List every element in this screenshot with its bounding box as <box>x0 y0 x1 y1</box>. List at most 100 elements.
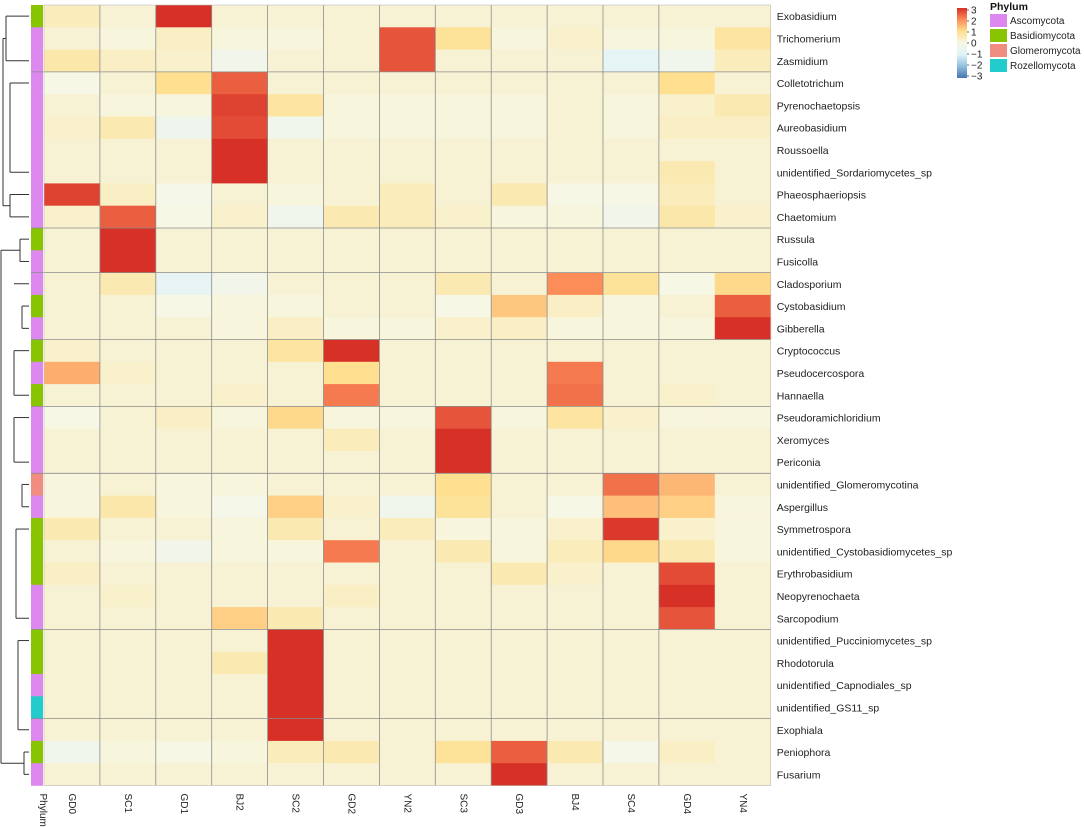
phylum-cell-ascomycota <box>31 451 43 474</box>
heatmap-cell <box>379 361 436 385</box>
phylum-annotation-label: Phylum <box>37 794 48 827</box>
row-label: Fusicolla <box>777 256 819 268</box>
heatmap-cell <box>603 49 660 73</box>
heatmap-cell <box>658 272 716 296</box>
heatmap-cell <box>603 272 660 296</box>
heatmap-cell <box>603 361 660 385</box>
heatmap-cell <box>267 384 324 407</box>
heatmap-cell <box>211 317 268 340</box>
color-scale-tick-label: −3 <box>971 72 983 83</box>
heatmap-cell <box>435 696 492 719</box>
heatmap-cell <box>491 205 548 229</box>
heatmap-cell <box>379 451 436 474</box>
phylum-cell-basidiomycota <box>31 384 43 407</box>
column-label: GD4 <box>681 794 692 815</box>
heatmap-cell <box>211 674 268 697</box>
column-label: GD2 <box>345 794 356 815</box>
heatmap-cell <box>603 94 660 117</box>
heatmap-cell <box>99 428 157 452</box>
heatmap-cell <box>211 49 268 73</box>
phylum-annotation-bar: Phylum <box>31 5 48 827</box>
row-dendrogram <box>0 15 29 775</box>
heatmap-cell <box>44 406 101 430</box>
heatmap-cell <box>44 540 101 563</box>
heatmap-cell <box>44 451 101 474</box>
row-label: Aspergillus <box>777 502 828 514</box>
heatmap-cell <box>658 138 716 162</box>
heatmap-cell <box>714 473 772 496</box>
heatmap-cell <box>658 27 716 50</box>
heatmap-cell <box>547 696 604 719</box>
phylum-cell-basidiomycota <box>31 5 43 28</box>
heatmap-cell <box>435 27 492 50</box>
heatmap-cell <box>155 629 213 653</box>
column-label: GD3 <box>513 794 524 815</box>
heatmap-cell <box>547 183 604 207</box>
heatmap-cell <box>379 651 436 675</box>
heatmap-cell <box>491 406 548 430</box>
row-label: Pseudoramichloridium <box>777 413 881 425</box>
heatmap-cell <box>547 116 604 140</box>
heatmap-cell <box>547 27 604 50</box>
phylum-cell-basidiomycota <box>31 517 43 541</box>
heatmap-cell <box>99 339 157 363</box>
heatmap-cell <box>211 5 268 28</box>
column-label: BJ4 <box>569 794 580 812</box>
heatmap-cell <box>714 451 772 474</box>
heatmap-cell <box>323 250 380 273</box>
heatmap-cell <box>323 473 380 496</box>
row-label: Zasmidium <box>777 56 829 68</box>
heatmap-cell <box>99 406 157 430</box>
phylum-cell-ascomycota <box>31 495 43 519</box>
heatmap-cell <box>379 607 436 630</box>
heatmap-cell <box>435 718 492 742</box>
phylum-legend-swatch <box>990 29 1007 42</box>
heatmap-cell <box>211 138 268 162</box>
heatmap-cell <box>99 183 157 207</box>
heatmap-cell <box>323 562 380 586</box>
heatmap-cell <box>714 361 772 385</box>
heatmap-cell <box>379 696 436 719</box>
heatmap-cell <box>491 495 548 519</box>
phylum-cell-basidiomycota <box>31 339 43 363</box>
heatmap-cell <box>267 5 324 28</box>
heatmap-cell <box>714 71 772 95</box>
heatmap-cell <box>603 428 660 452</box>
heatmap-cell <box>323 228 380 251</box>
column-label: GD1 <box>178 794 189 815</box>
heatmap-cell <box>211 451 268 474</box>
heatmap-cell <box>211 228 268 251</box>
heatmap-cell <box>714 674 772 697</box>
heatmap-cell <box>99 272 157 296</box>
heatmap-cell <box>491 294 548 318</box>
heatmap-cell <box>491 27 548 50</box>
heatmap-cell <box>379 517 436 541</box>
heatmap-cell <box>603 517 660 541</box>
heatmap-cell <box>603 339 660 363</box>
heatmap-cell <box>603 651 660 675</box>
heatmap-cell <box>323 5 380 28</box>
row-label: Cryptococcus <box>777 346 841 358</box>
heatmap-cell <box>379 540 436 563</box>
phylum-cell-glomeromycota <box>31 473 43 496</box>
heatmap-cell <box>379 339 436 363</box>
heatmap-cell <box>658 71 716 95</box>
heatmap-cell <box>491 473 548 496</box>
heatmap-cell <box>379 294 436 318</box>
heatmap-cell <box>44 317 101 340</box>
row-label: Exophiala <box>777 725 823 737</box>
heatmap-cell <box>323 71 380 95</box>
heatmap-cell <box>323 161 380 184</box>
heatmap-cell <box>379 272 436 296</box>
phylum-legend-label: Glomeromycota <box>1010 46 1081 57</box>
heatmap-cell <box>323 629 380 653</box>
heatmap-cell <box>99 250 157 273</box>
heatmap-cell <box>155 205 213 229</box>
heatmap-cell <box>658 584 716 608</box>
heatmap-cell <box>323 451 380 474</box>
heatmap-cell <box>491 763 548 786</box>
heatmap-cell <box>267 428 324 452</box>
heatmap-cell <box>547 205 604 229</box>
heatmap-cell <box>44 116 101 140</box>
